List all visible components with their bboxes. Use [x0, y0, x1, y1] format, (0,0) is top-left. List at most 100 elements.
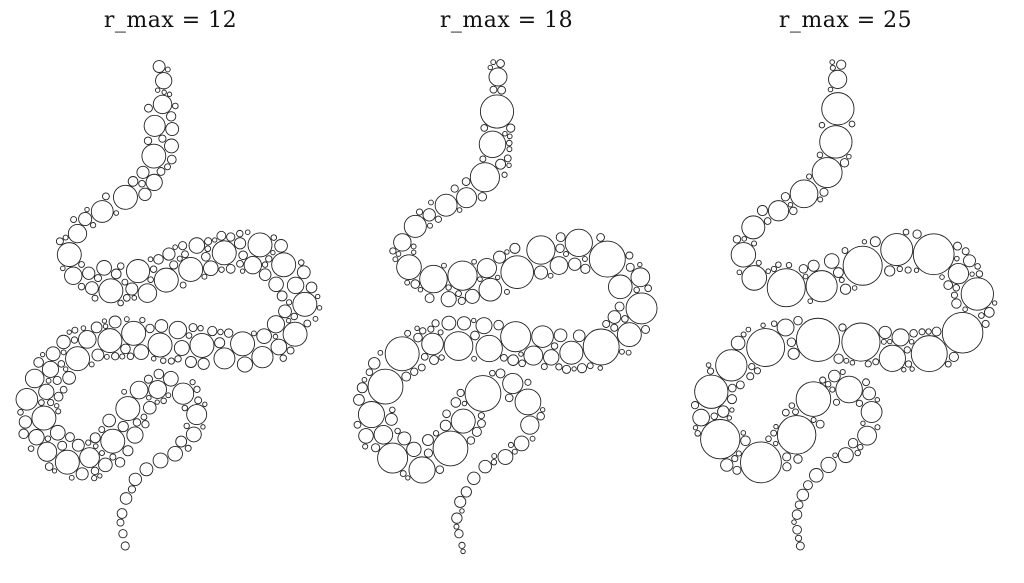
packed-circle — [84, 206, 90, 213]
packed-circle — [200, 424, 206, 430]
packed-circle — [147, 332, 173, 358]
packed-circle — [28, 429, 45, 446]
packed-circle — [572, 329, 586, 343]
packed-circle — [511, 448, 518, 455]
packed-circle — [896, 265, 903, 273]
packed-circle — [100, 428, 126, 454]
packed-circle — [969, 271, 975, 277]
packed-circle — [136, 165, 150, 179]
packed-circle — [424, 293, 435, 304]
packed-circle — [464, 288, 480, 304]
packed-circle — [839, 369, 846, 376]
packed-circle — [596, 233, 605, 242]
packed-circle — [819, 125, 853, 159]
packed-circle — [991, 300, 998, 306]
packed-circle — [226, 232, 236, 242]
packed-circle — [203, 260, 219, 276]
packed-circle — [244, 229, 251, 235]
packed-circle — [422, 208, 436, 222]
packed-circle — [855, 399, 864, 407]
packed-circle — [167, 357, 175, 365]
panel-rmax-25: r_max = 25 — [675, 0, 1016, 583]
packed-circle — [417, 287, 424, 293]
packed-circle — [116, 518, 125, 527]
packed-circle — [478, 459, 492, 474]
packed-circle — [518, 359, 526, 368]
packed-circle — [503, 154, 512, 163]
packed-circle — [625, 262, 635, 272]
packed-circle — [456, 187, 477, 209]
packed-circle — [373, 424, 394, 445]
packed-circle — [279, 354, 287, 362]
packed-circle — [38, 399, 45, 406]
packed-circle — [846, 153, 852, 160]
packed-circle — [953, 241, 962, 251]
packed-circle — [829, 64, 836, 71]
packed-circle — [792, 408, 799, 416]
packed-circle — [188, 237, 206, 254]
packed-circle — [849, 359, 856, 366]
packed-circle — [458, 541, 466, 549]
packed-circle — [564, 228, 593, 257]
packed-circle — [450, 408, 476, 434]
packed-circle — [396, 254, 422, 280]
packed-circle — [408, 456, 436, 484]
packed-circle — [816, 151, 824, 159]
packed-circle — [88, 361, 95, 368]
packed-circle — [819, 376, 827, 384]
packed-circle — [837, 447, 854, 464]
packed-circle — [495, 368, 506, 379]
packed-circle — [155, 72, 173, 90]
packed-circle — [740, 331, 747, 338]
packed-circle — [410, 279, 421, 289]
packed-circle — [102, 323, 109, 329]
packed-circle — [211, 240, 237, 266]
packed-circle — [399, 470, 407, 478]
packed-circle — [139, 316, 146, 324]
packed-circle — [393, 233, 412, 252]
packed-circle — [829, 59, 835, 65]
packed-circle — [143, 374, 153, 384]
packed-circle — [767, 200, 790, 222]
packed-circle — [878, 325, 892, 340]
panel-title: r_max = 12 — [103, 8, 238, 33]
packed-circle — [368, 357, 381, 370]
packed-circle — [55, 408, 62, 415]
packed-circle — [580, 263, 591, 274]
packed-circle — [765, 435, 772, 443]
packed-circle — [531, 325, 554, 348]
packed-circle — [52, 375, 62, 386]
packed-circle — [164, 66, 171, 73]
packed-circle — [625, 251, 634, 260]
packed-circle — [939, 274, 945, 280]
packed-circle — [854, 449, 861, 457]
packed-circle — [78, 330, 97, 349]
packed-circle — [225, 263, 236, 274]
packed-circle — [162, 247, 176, 261]
packed-circle — [256, 328, 272, 344]
packed-circle — [838, 277, 845, 284]
packed-circle — [802, 273, 809, 280]
packed-circle — [116, 508, 128, 519]
packed-circle — [810, 417, 817, 423]
packed-circle — [77, 282, 86, 291]
packed-circle — [832, 452, 838, 458]
packed-circle — [782, 452, 792, 462]
packed-circle — [860, 420, 866, 426]
packed-circle — [98, 278, 124, 304]
packed-circle — [782, 462, 792, 472]
panel-title: r_max = 25 — [778, 8, 913, 33]
packed-circle — [353, 420, 362, 429]
packed-circle — [143, 401, 157, 415]
packed-circle — [766, 268, 806, 308]
packed-circle — [770, 320, 778, 327]
packed-circle — [129, 380, 149, 400]
packed-circle — [582, 328, 620, 366]
packed-circle — [427, 325, 435, 333]
packed-circle — [746, 372, 755, 381]
packed-circle — [908, 339, 915, 345]
packed-circle — [502, 373, 524, 395]
packed-circle — [194, 396, 203, 405]
packed-circle — [78, 261, 85, 268]
packed-circle — [282, 321, 308, 347]
